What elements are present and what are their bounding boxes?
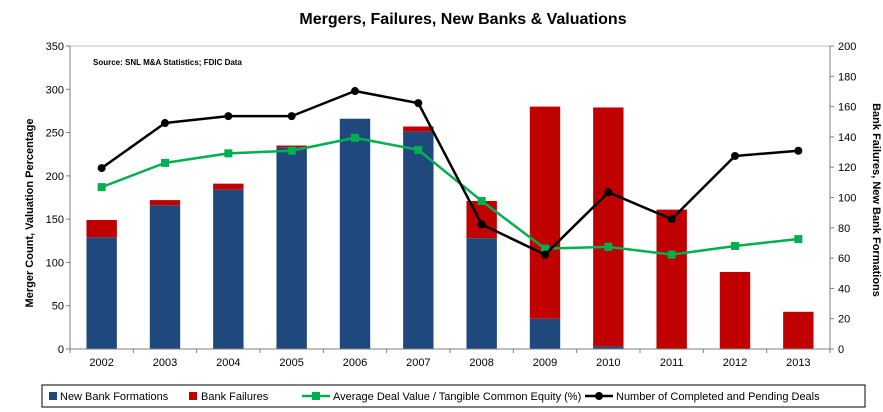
y2-tick-label-120: 120 xyxy=(838,162,856,174)
point-deal-count-2012 xyxy=(731,151,739,160)
x-tick-label-2004: 2004 xyxy=(216,357,240,369)
bar-bank-failures-2009 xyxy=(529,106,561,319)
point-deal-count-2003 xyxy=(161,119,169,128)
point-deal-count-2013 xyxy=(794,146,803,155)
point-deal-value-2003 xyxy=(161,158,169,167)
point-deal-value-2013 xyxy=(794,235,803,244)
legend-marker-deal-count xyxy=(595,392,603,400)
y2-tick-label-20: 20 xyxy=(838,314,850,326)
x-tick-label-2012: 2012 xyxy=(723,357,747,369)
x-tick-label-2007: 2007 xyxy=(406,357,430,369)
y2-tick-label-40: 40 xyxy=(838,283,850,295)
x-tick-label-2009: 2009 xyxy=(533,357,557,369)
point-deal-count-2010 xyxy=(604,188,613,197)
legend-swatch-new-bank-formations xyxy=(49,392,57,400)
legend-marker-deal-value xyxy=(312,392,320,400)
bar-bank-failures-2002 xyxy=(86,220,117,238)
bar-new-bank-formations-2010 xyxy=(593,346,624,349)
bars-layer xyxy=(86,106,814,349)
legend-label-new-bank-formations: New Bank Formations xyxy=(60,391,169,403)
x-tick-label-2008: 2008 xyxy=(469,357,493,369)
point-deal-value-2008 xyxy=(477,196,486,205)
point-deal-value-2002 xyxy=(97,183,106,192)
bar-new-bank-formations-2005 xyxy=(276,147,307,349)
y2-tick-label-80: 80 xyxy=(838,223,850,235)
y-tick-label-150: 150 xyxy=(46,214,64,226)
point-deal-value-2009 xyxy=(541,244,549,253)
point-deal-value-2004 xyxy=(224,149,233,158)
bar-bank-failures-2003 xyxy=(149,200,181,206)
y-tick-label-250: 250 xyxy=(46,128,64,140)
point-deal-value-2012 xyxy=(731,241,739,250)
lines-layer xyxy=(97,87,803,259)
point-deal-value-2006 xyxy=(351,133,359,142)
line-deal-value xyxy=(101,136,799,256)
x-tick-label-2002: 2002 xyxy=(89,357,113,369)
x-tick-label-2011: 2011 xyxy=(660,357,684,369)
bar-bank-failures-2012 xyxy=(719,271,751,349)
legend-label-deal-value: Average Deal Value / Tangible Common Equ… xyxy=(333,391,581,403)
line-deal-count xyxy=(100,89,799,256)
y2-tick-label-200: 200 xyxy=(838,41,856,53)
bar-new-bank-formations-2003 xyxy=(149,205,181,349)
axes-layer: 0 50 100 150 200 250 300 350 0 20 40 60 80 100 120 140 1… xyxy=(46,41,857,369)
x-tick-label-2005: 2005 xyxy=(279,357,303,369)
point-deal-count-2007 xyxy=(414,99,423,108)
y-tick-label-50: 50 xyxy=(52,301,64,313)
point-deal-value-2007 xyxy=(414,145,423,154)
legend: New Bank Formations Bank Failures Average … xyxy=(41,384,866,408)
x-tick-label-2006: 2006 xyxy=(343,357,367,369)
bar-bank-failures-2013 xyxy=(783,311,814,349)
y2-tick-label-160: 160 xyxy=(838,102,856,114)
point-deal-count-2011 xyxy=(667,215,676,224)
y2-tick-label-0: 0 xyxy=(838,344,844,356)
y-axis-title: Merger Count, Valuation Percentage xyxy=(24,119,36,308)
bar-new-bank-formations-2006 xyxy=(339,118,371,349)
legend-label-bank-failures: Bank Failures xyxy=(201,391,269,403)
source-note: Source: SNL M&A Statistics; FDIC Data xyxy=(93,58,242,67)
point-deal-count-2005 xyxy=(287,112,296,121)
bar-bank-failures-2011 xyxy=(656,209,687,349)
bar-new-bank-formations-2008 xyxy=(466,238,497,349)
y2-axis-title: Bank Failures, New Bank Formations xyxy=(870,103,882,297)
bar-bank-failures-2004 xyxy=(213,183,244,190)
x-tick-label-2003: 2003 xyxy=(153,357,177,369)
point-deal-count-2006 xyxy=(351,87,359,96)
y-tick-label-200: 200 xyxy=(46,171,64,183)
y-tick-label-0: 0 xyxy=(58,344,64,356)
point-deal-count-2008 xyxy=(477,220,486,229)
y2-tick-label-180: 180 xyxy=(838,71,856,83)
point-deal-count-2009 xyxy=(541,250,549,259)
x-tick-label-2013: 2013 xyxy=(786,357,810,369)
legend-box xyxy=(41,384,866,408)
legend-swatch-bank-failures xyxy=(189,392,197,400)
legend-label-deal-count: Number of Completed and Pending Deals xyxy=(616,391,820,403)
point-deal-count-2004 xyxy=(224,112,233,121)
bar-bank-failures-2007 xyxy=(403,126,434,132)
bar-new-bank-formations-2007 xyxy=(403,131,434,349)
x-tick-label-2010: 2010 xyxy=(596,357,620,369)
plot-area xyxy=(69,45,831,350)
y-tick-label-300: 300 xyxy=(46,84,64,96)
point-deal-value-2010 xyxy=(604,242,613,251)
bar-new-bank-formations-2002 xyxy=(86,237,117,349)
bar-new-bank-formations-2004 xyxy=(213,189,244,349)
y2-tick-label-100: 100 xyxy=(838,193,856,205)
bar-new-bank-formations-2009 xyxy=(529,318,561,349)
chart-title: Mergers, Failures, New Banks & Valuation… xyxy=(299,11,626,28)
y2-tick-label-60: 60 xyxy=(838,253,850,265)
point-deal-count-2002 xyxy=(97,164,106,173)
y-tick-label-350: 350 xyxy=(46,41,64,53)
point-deal-value-2005 xyxy=(287,146,296,155)
bar-bank-failures-2010 xyxy=(593,107,624,347)
point-deal-value-2011 xyxy=(667,250,676,259)
y2-tick-label-140: 140 xyxy=(838,132,856,144)
bar-bank-failures-2005 xyxy=(276,145,307,148)
y-tick-label-100: 100 xyxy=(46,257,64,269)
